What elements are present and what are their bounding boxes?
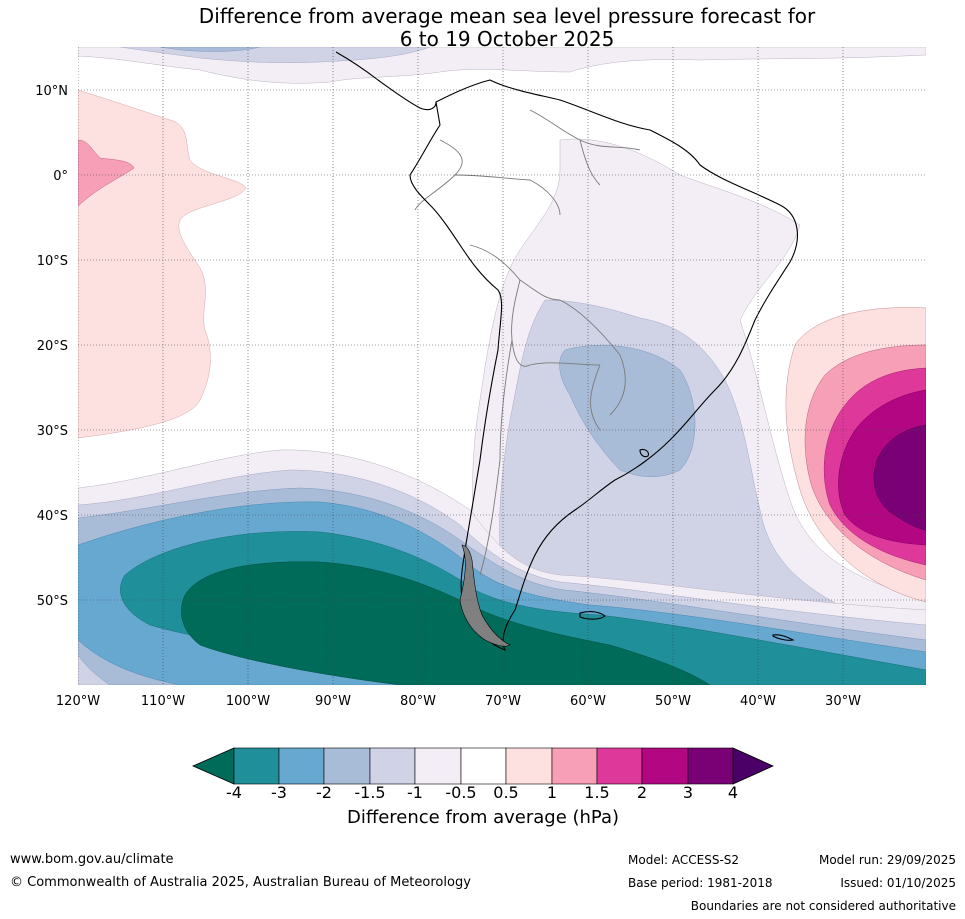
colorbar-swatch [278, 747, 325, 785]
colorbar-swatch [505, 747, 553, 785]
positive-anomaly-equatorial-spot [78, 139, 135, 207]
colorbar-swatch [233, 747, 280, 785]
lat-label-10s: 10°S [37, 254, 68, 269]
lat-label-10n: 10°N [35, 84, 68, 99]
footer-model: Model: ACCESS-S2 [628, 853, 740, 867]
footer-website: www.bom.gov.au/climate [10, 852, 174, 867]
footer-base-period: Base period: 1981-2018 [628, 876, 773, 890]
graticule [78, 47, 926, 685]
lat-label-30s: 30°S [37, 424, 68, 439]
map-title: Difference from average mean sea level p… [0, 5, 965, 51]
colorbar-tick-label: -3 [271, 783, 287, 802]
lon-label-40w: 40°W [740, 694, 776, 709]
lat-label-40s: 40°S [37, 509, 68, 524]
lagoa-dos-patos [639, 448, 649, 458]
colorbar-tick-label: -2 [316, 783, 332, 802]
lon-label-120w: 120°W [56, 694, 100, 709]
colorbar-swatch [369, 747, 416, 785]
footer-copyright: © Commonwealth of Australia 2025, Austra… [10, 875, 471, 890]
longitude-labels: 120°W 110°W 100°W 90°W 80°W 70°W 60°W 50… [56, 694, 861, 709]
lat-label-20s: 20°S [37, 339, 68, 354]
lat-label-50s: 50°S [37, 594, 68, 609]
footer-disclaimer: Boundaries are not considered authoritat… [690, 899, 956, 913]
colorbar-title: Difference from average (hPa) [346, 807, 620, 828]
colorbar-tick-label: -1.5 [354, 783, 385, 802]
colorbar-swatch [687, 747, 734, 785]
colorbar-tick-label: 0.5 [493, 783, 518, 802]
lon-label-50w: 50°W [655, 694, 691, 709]
negative-anomaly-continent-core [559, 344, 696, 477]
colorbar-swatch [323, 747, 371, 785]
colorbar-swatch [551, 747, 598, 785]
colorbar-tick-label: 4 [728, 783, 738, 802]
falkland-islands [579, 611, 606, 620]
negative-anomaly-southern-ocean-core [181, 561, 711, 685]
title-line-1: Difference from average mean sea level p… [198, 4, 816, 28]
footer-issued: Issued: 01/10/2025 [840, 876, 956, 890]
south-america-coastline [409, 79, 798, 651]
footer-model-run: Model run: 29/09/2025 [818, 853, 956, 867]
lon-label-110w: 110°W [141, 694, 185, 709]
colorbar-swatch [641, 747, 689, 785]
lon-label-30w: 30°W [825, 694, 861, 709]
lon-label-100w: 100°W [226, 694, 270, 709]
positive-anomaly-atlantic-core [873, 424, 926, 531]
lon-label-70w: 70°W [485, 694, 521, 709]
colorbar-tick-label: 1 [547, 783, 557, 802]
negative-anomaly-north-band-core [159, 47, 261, 52]
central-america-coastline [335, 51, 437, 111]
title-line-2: 6 to 19 October 2025 [399, 27, 615, 51]
lon-label-80w: 80°W [400, 694, 436, 709]
colorbar-tick-label: 1.5 [584, 783, 609, 802]
lon-label-60w: 60°W [570, 694, 606, 709]
lon-label-90w: 90°W [315, 694, 351, 709]
map-plot-area [78, 47, 926, 685]
lat-label-0: 0° [53, 169, 68, 184]
colorbar-max-arrow [732, 747, 774, 785]
colorbar-swatch [460, 747, 507, 785]
colorbar: -4 -3 -2 -1.5 -1 -0.5 0.5 1 1.5 2 3 4 [192, 747, 774, 802]
colorbar-tick-label: 3 [683, 783, 693, 802]
colorbar-swatch [414, 747, 462, 785]
colorbar-tick-label: 2 [637, 783, 647, 802]
country-boundaries [414, 109, 641, 576]
south-georgia-island [772, 634, 795, 641]
colorbar-min-arrow [192, 747, 235, 785]
colorbar-tick-label: -0.5 [445, 783, 476, 802]
colorbar-swatch [596, 747, 643, 785]
colorbar-tick-label: -1 [407, 783, 423, 802]
colorbar-tick-label: -4 [226, 783, 242, 802]
coastlines [335, 51, 798, 651]
latitude-labels: 10°N 0° 10°S 20°S 30°S 40°S 50°S [35, 84, 68, 609]
